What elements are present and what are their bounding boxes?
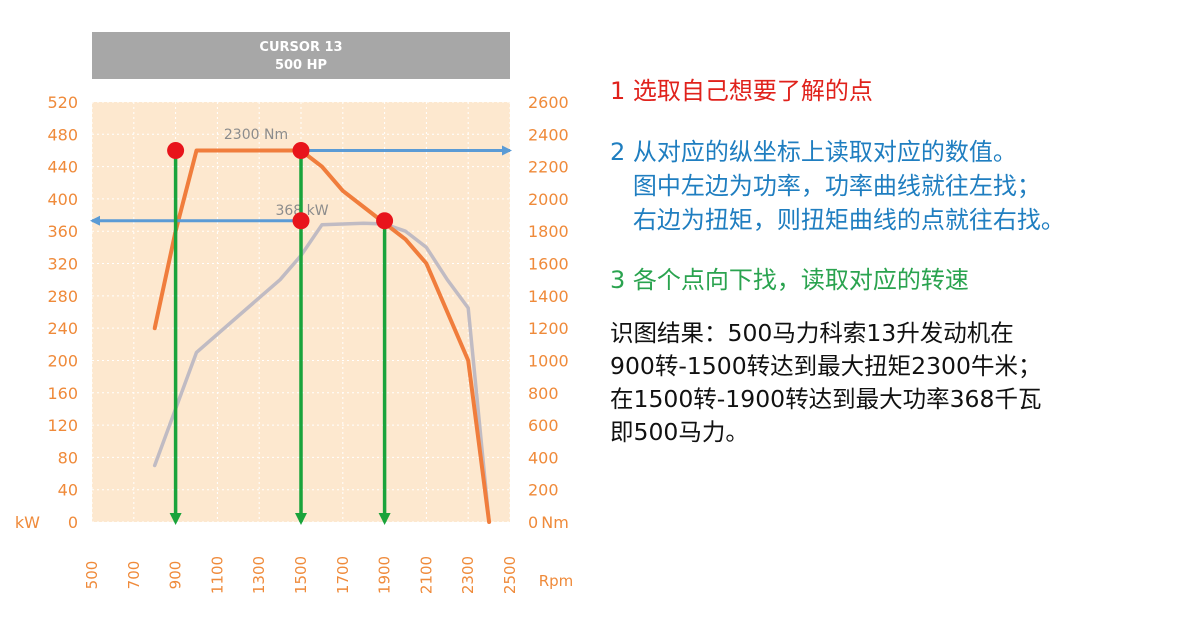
y-right-tick-label: 400 [528,448,559,467]
engine-performance-chart: CURSOR 13 500 HP 0 40 80 120 160 200 240 280 320… [15,32,574,594]
step2-line1: 2 从对应的纵坐标上读取对应的数值。 [610,138,1017,166]
result-line4: 即500马力。 [610,418,749,446]
y-right-tick-label: 1800 [528,222,569,241]
y-right-unit: Nm [541,513,569,532]
result-line3: 在1500转-1900转达到最大功率368千瓦 [610,385,1042,413]
y-right-tick-label: 1400 [528,287,569,306]
selected-point-marker [167,141,185,159]
x-tick-label: 1300 [250,556,268,594]
x-tick-label: 900 [167,561,185,590]
x-tick-label: 1100 [208,556,226,594]
selected-point-marker [376,212,394,230]
y-left-tick-label: 160 [47,384,78,403]
x-tick-label: 1500 [292,556,310,594]
reading-arrows [90,145,512,525]
x-axis: 500 700 900 1100 1300 1500 1700 1900 2100 2300 250… [83,556,519,594]
y-left-tick-label: 280 [47,287,78,306]
step2-line3: 右边为扭矩，则扭矩曲线的点就往右找。 [610,206,1065,234]
x-tick-label: 2500 [501,556,519,594]
step3-text: 3 各个点向下找，读取对应的转速 [610,266,969,294]
x-tick-label: 500 [83,561,101,590]
x-tick-label: 2100 [417,556,435,594]
torque-curve-label: 2300 Nm [224,127,288,143]
y-left-tick-label: 0 [68,513,78,532]
y-left-tick-label: 400 [47,190,78,209]
torque-curve [152,148,492,524]
result-line2: 900转-1500转达到最大扭矩2300牛米； [610,352,1042,380]
x-tick-label: 700 [125,561,143,590]
x-tick-label: 1900 [376,556,394,594]
y-left-tick-label: 520 [47,93,78,112]
step1-text: 1 选取自己想要了解的点 [610,77,873,105]
selected-point-marker [292,141,310,159]
chart-subtitle: 500 HP [275,58,327,73]
y-right-tick-label: 2400 [528,125,569,144]
y-right-tick-label: 600 [528,416,559,435]
y-right-tick-label: 1600 [528,255,569,274]
y-left-tick-label: 40 [58,481,78,500]
y-right-tick-label: 1200 [528,319,569,338]
x-tick-label: 2300 [459,556,477,594]
y-left-axis: 0 40 80 120 160 200 240 280 320 360 400 440 480 520 [47,93,78,532]
step2-line2: 图中左边为功率，功率曲线就往左找； [610,172,1041,200]
y-right-tick-label: 1000 [528,351,569,370]
y-left-unit: kW [15,513,40,532]
y-left-tick-label: 120 [47,416,78,435]
chart-title: CURSOR 13 [259,40,342,55]
y-right-tick-label: 2000 [528,190,569,209]
y-left-tick-label: 360 [47,222,78,241]
y-left-tick-label: 80 [58,448,78,467]
y-right-tick-label: 2600 [528,93,569,112]
y-left-tick-label: 480 [47,125,78,144]
y-right-axis: 200 400 600 800 1000 1200 1400 1600 1800 2000 2200… [528,93,569,532]
y-right-tick-label: 0 [528,513,538,532]
y-left-tick-label: 200 [47,351,78,370]
explanation-notes: 1 选取自己想要了解的点 2 从对应的纵坐标上读取对应的数值。 图中左边为功率，… [610,74,1195,449]
y-left-tick-label: 440 [47,158,78,177]
y-left-tick-label: 320 [47,255,78,274]
chart-header-banner [92,32,510,79]
selected-point-marker [292,212,310,230]
result-line1: 识图结果：500马力科索13升发动机在 [610,319,1014,347]
selected-points [167,141,394,230]
y-right-tick-label: 200 [528,481,559,500]
x-unit: Rpm [539,572,574,590]
series-layer [152,148,492,524]
x-tick-label: 1700 [334,556,352,594]
y-left-tick-label: 240 [47,319,78,338]
y-right-tick-label: 2200 [528,158,569,177]
power-curve [152,221,491,524]
y-right-tick-label: 800 [528,384,559,403]
